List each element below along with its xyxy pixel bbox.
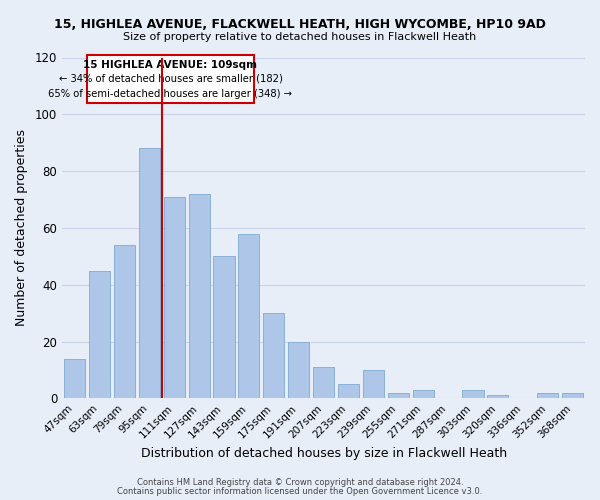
Bar <box>388 392 409 398</box>
Bar <box>188 194 209 398</box>
Bar <box>64 358 85 399</box>
Bar <box>487 396 508 398</box>
Bar <box>214 256 235 398</box>
Bar <box>562 392 583 398</box>
Bar <box>238 234 259 398</box>
Text: 65% of semi-detached houses are larger (348) →: 65% of semi-detached houses are larger (… <box>49 90 292 100</box>
Bar <box>463 390 484 398</box>
Bar <box>313 367 334 398</box>
Text: Contains public sector information licensed under the Open Government Licence v3: Contains public sector information licen… <box>118 487 482 496</box>
Text: 15 HIGHLEA AVENUE: 109sqm: 15 HIGHLEA AVENUE: 109sqm <box>83 60 257 70</box>
Bar <box>89 270 110 398</box>
Bar <box>263 313 284 398</box>
Bar <box>288 342 309 398</box>
Text: 15, HIGHLEA AVENUE, FLACKWELL HEATH, HIGH WYCOMBE, HP10 9AD: 15, HIGHLEA AVENUE, FLACKWELL HEATH, HIG… <box>54 18 546 30</box>
Text: Contains HM Land Registry data © Crown copyright and database right 2024.: Contains HM Land Registry data © Crown c… <box>137 478 463 487</box>
Text: Size of property relative to detached houses in Flackwell Heath: Size of property relative to detached ho… <box>124 32 476 42</box>
Bar <box>164 196 185 398</box>
Y-axis label: Number of detached properties: Number of detached properties <box>15 130 28 326</box>
X-axis label: Distribution of detached houses by size in Flackwell Heath: Distribution of detached houses by size … <box>140 447 506 460</box>
Bar <box>363 370 384 398</box>
Bar <box>413 390 434 398</box>
FancyBboxPatch shape <box>87 54 254 103</box>
Text: ← 34% of detached houses are smaller (182): ← 34% of detached houses are smaller (18… <box>59 74 283 84</box>
Bar <box>114 245 135 398</box>
Bar <box>537 392 558 398</box>
Bar <box>139 148 160 398</box>
Bar <box>338 384 359 398</box>
